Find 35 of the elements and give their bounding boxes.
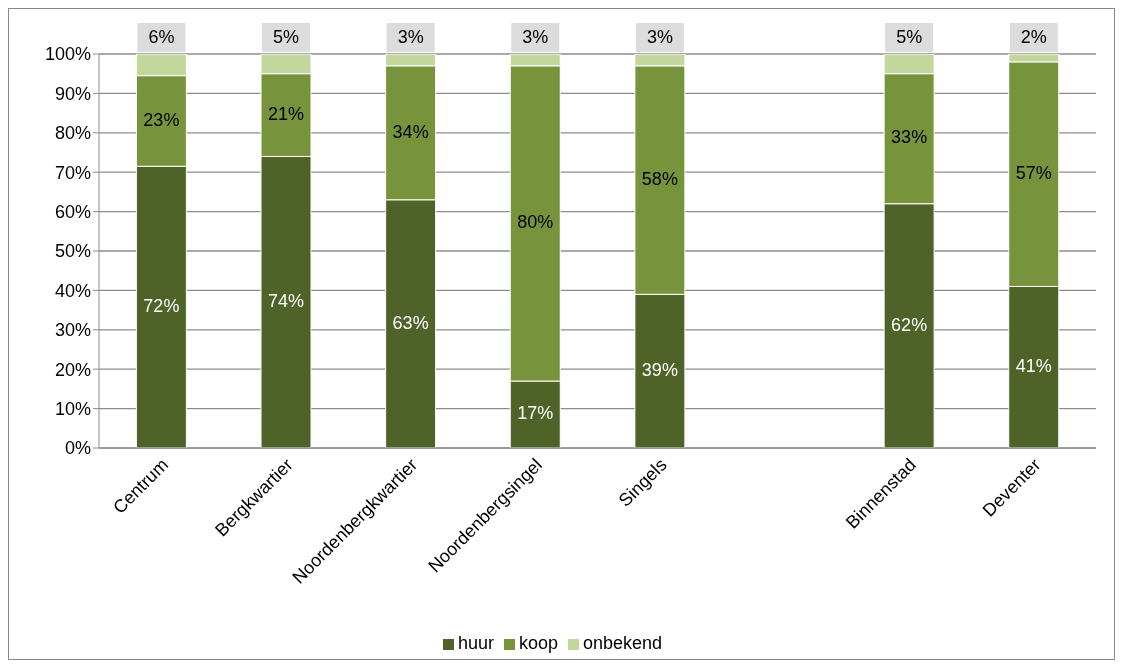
data-label: 5% (896, 26, 923, 47)
data-label: 33% (891, 127, 928, 148)
data-label: 80% (517, 212, 554, 233)
legend-label: onbekend (583, 633, 663, 653)
y-tick-label: 30% (54, 320, 91, 341)
legend-label: koop (518, 633, 558, 653)
data-label: 5% (273, 26, 300, 47)
y-tick-label: 80% (54, 123, 91, 144)
legend-label: huur (457, 633, 494, 653)
y-tick-label: 100% (44, 44, 91, 65)
data-label: 2% (1020, 26, 1047, 47)
y-tick-label: 60% (54, 201, 91, 222)
y-tick-label: 50% (54, 241, 91, 262)
data-label: 3% (646, 26, 673, 47)
data-label: 17% (517, 403, 554, 424)
data-label: 72% (143, 295, 180, 316)
data-label: 23% (143, 109, 180, 130)
y-tick-label: 0% (64, 438, 91, 459)
data-label: 57% (1015, 162, 1052, 183)
y-tick-label: 20% (54, 359, 91, 380)
data-label: 21% (268, 103, 305, 124)
data-label: 41% (1015, 355, 1052, 376)
data-label: 74% (268, 290, 305, 311)
data-label: 3% (397, 26, 424, 47)
data-label: 34% (392, 121, 429, 142)
y-tick-label: 90% (54, 83, 91, 104)
data-label: 39% (641, 359, 678, 380)
data-label: 62% (891, 314, 928, 335)
y-tick-label: 40% (54, 280, 91, 301)
data-label: 58% (641, 168, 678, 189)
data-label: 63% (392, 312, 429, 333)
y-tick-label: 70% (54, 162, 91, 183)
data-label: 6% (148, 26, 175, 47)
y-tick-label: 10% (54, 398, 91, 419)
data-label: 3% (522, 26, 549, 47)
